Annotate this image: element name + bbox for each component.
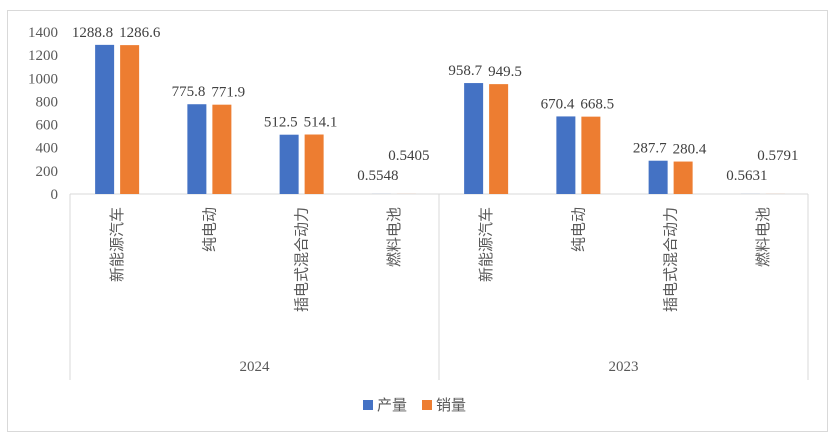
data-label: 287.7	[633, 141, 667, 157]
bar-sales	[120, 45, 140, 194]
y-tick-label: 0	[51, 187, 59, 203]
bar-production	[95, 44, 115, 194]
bar-sales	[304, 134, 324, 194]
legend-label: 销量	[436, 396, 466, 414]
group-label: 2023	[609, 359, 639, 375]
y-tick-label: 200	[36, 164, 59, 180]
data-label: 0.5548	[357, 168, 398, 184]
bar-production	[556, 116, 576, 194]
category-label: 燃料电池	[385, 207, 403, 267]
data-label: 512.5	[264, 115, 298, 131]
data-label: 514.1	[304, 115, 338, 131]
y-tick-label: 800	[36, 94, 59, 110]
y-tick-label: 600	[36, 118, 59, 134]
category-label: 纯电动	[200, 207, 218, 252]
y-tick-label: 1200	[28, 48, 58, 64]
bar-production	[648, 160, 668, 194]
data-label: 0.5791	[757, 148, 798, 164]
category-label: 纯电动	[569, 207, 587, 252]
data-label: 668.5	[580, 97, 614, 113]
bar-sales	[673, 161, 693, 194]
data-label: 670.4	[541, 96, 575, 112]
chart-frame	[7, 10, 828, 432]
bar-sales	[489, 84, 509, 194]
bar-sales	[212, 104, 232, 194]
group-label: 2024	[240, 359, 271, 375]
data-label: 949.5	[488, 64, 522, 80]
bar-production	[279, 134, 299, 194]
category-label: 燃料电池	[754, 207, 772, 267]
data-label: 775.8	[172, 84, 206, 100]
data-label: 0.5405	[388, 148, 429, 164]
y-tick-label: 1000	[28, 71, 58, 87]
data-label: 1286.6	[119, 25, 161, 41]
bar-production	[464, 83, 484, 194]
data-label: 958.7	[448, 63, 482, 79]
bar-sales	[581, 116, 601, 194]
legend-swatch	[422, 400, 432, 410]
category-label: 插电式混合动力	[293, 207, 311, 312]
data-label: 1288.8	[72, 25, 113, 41]
legend-swatch	[363, 400, 373, 410]
category-label: 新能源汽车	[108, 207, 126, 282]
y-tick-label: 400	[36, 141, 59, 157]
data-label: 771.9	[211, 85, 245, 101]
legend-label: 产量	[377, 396, 407, 414]
data-label: 280.4	[673, 142, 707, 158]
y-tick-label: 1400	[28, 25, 58, 41]
data-label: 0.5631	[726, 168, 767, 184]
category-label: 新能源汽车	[477, 207, 495, 282]
bar-production	[187, 104, 207, 194]
category-label: 插电式混合动力	[662, 207, 680, 312]
